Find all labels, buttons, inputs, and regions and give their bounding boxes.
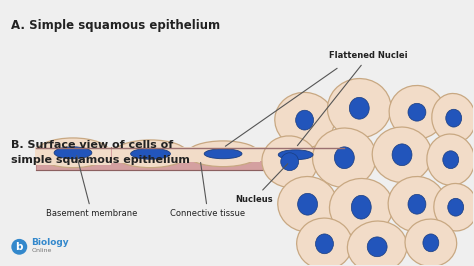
- Ellipse shape: [278, 150, 313, 160]
- Ellipse shape: [298, 193, 318, 215]
- Ellipse shape: [372, 127, 432, 182]
- Ellipse shape: [408, 194, 426, 214]
- Ellipse shape: [388, 177, 446, 232]
- Text: B. Surface view of cells of
simple squamous epithelium: B. Surface view of cells of simple squam…: [11, 140, 190, 165]
- Ellipse shape: [448, 198, 464, 216]
- Ellipse shape: [204, 149, 242, 159]
- Ellipse shape: [11, 239, 27, 255]
- Ellipse shape: [329, 178, 393, 236]
- Bar: [36, 148, 345, 170]
- Ellipse shape: [296, 110, 313, 130]
- Text: Nucleus: Nucleus: [235, 164, 288, 204]
- Text: Connective tissue: Connective tissue: [170, 163, 246, 218]
- Text: b: b: [16, 242, 23, 252]
- Ellipse shape: [423, 234, 439, 252]
- Ellipse shape: [131, 148, 170, 159]
- Bar: [35, 147, 111, 165]
- Text: Flattened Nuclei: Flattened Nuclei: [297, 51, 408, 146]
- Ellipse shape: [275, 92, 335, 148]
- Ellipse shape: [281, 153, 299, 171]
- Ellipse shape: [262, 136, 318, 188]
- Ellipse shape: [297, 218, 352, 266]
- Bar: [112, 147, 189, 164]
- Ellipse shape: [347, 221, 407, 266]
- Ellipse shape: [432, 93, 474, 143]
- Ellipse shape: [316, 234, 333, 254]
- Ellipse shape: [367, 237, 387, 257]
- Bar: [258, 147, 333, 161]
- Ellipse shape: [328, 78, 391, 138]
- Ellipse shape: [351, 195, 371, 219]
- Ellipse shape: [54, 147, 92, 159]
- Ellipse shape: [312, 128, 376, 188]
- Ellipse shape: [389, 85, 445, 139]
- Ellipse shape: [36, 138, 110, 168]
- Ellipse shape: [405, 219, 456, 266]
- Ellipse shape: [392, 144, 412, 166]
- Text: Basement membrane: Basement membrane: [46, 156, 137, 218]
- Ellipse shape: [434, 184, 474, 231]
- Ellipse shape: [278, 177, 337, 232]
- Ellipse shape: [446, 109, 462, 127]
- Ellipse shape: [113, 140, 188, 168]
- Bar: [186, 147, 260, 162]
- Text: Online: Online: [31, 248, 52, 253]
- Ellipse shape: [427, 134, 474, 185]
- Ellipse shape: [443, 151, 459, 169]
- Text: A. Simple squamous epithelium: A. Simple squamous epithelium: [11, 19, 220, 32]
- Text: Biology: Biology: [31, 238, 69, 247]
- Ellipse shape: [408, 103, 426, 121]
- Ellipse shape: [259, 143, 332, 167]
- Ellipse shape: [349, 97, 369, 119]
- Ellipse shape: [187, 141, 259, 167]
- Ellipse shape: [335, 147, 354, 169]
